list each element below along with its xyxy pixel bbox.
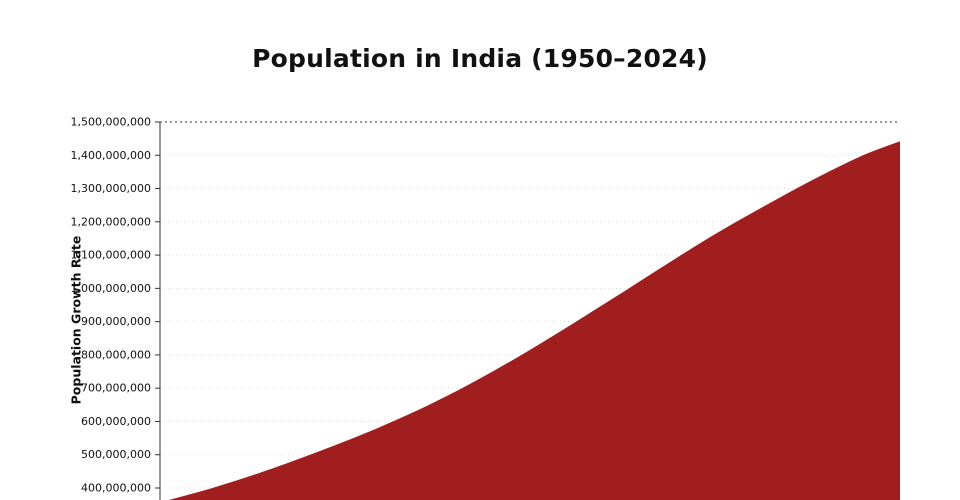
- y-tick-label: 1,300,000,000: [71, 182, 151, 195]
- y-tick-label: 500,000,000: [81, 448, 151, 461]
- y-tick-label: 1,500,000,000: [71, 116, 151, 129]
- chart-title: Population in India (1950–2024): [252, 44, 708, 73]
- y-tick-label: 1,200,000,000: [71, 215, 151, 228]
- y-tick-label: 1,100,000,000: [71, 249, 151, 262]
- y-tick-label: 600,000,000: [81, 415, 151, 428]
- y-tick-label: 800,000,000: [81, 348, 151, 361]
- y-tick-label: 700,000,000: [81, 382, 151, 395]
- y-tick-label: 1,000,000,000: [71, 282, 151, 295]
- y-tick-label: 1,400,000,000: [71, 149, 151, 162]
- y-tick-label: 400,000,000: [81, 482, 151, 495]
- y-tick-label: 900,000,000: [81, 315, 151, 328]
- area-series: [168, 141, 900, 500]
